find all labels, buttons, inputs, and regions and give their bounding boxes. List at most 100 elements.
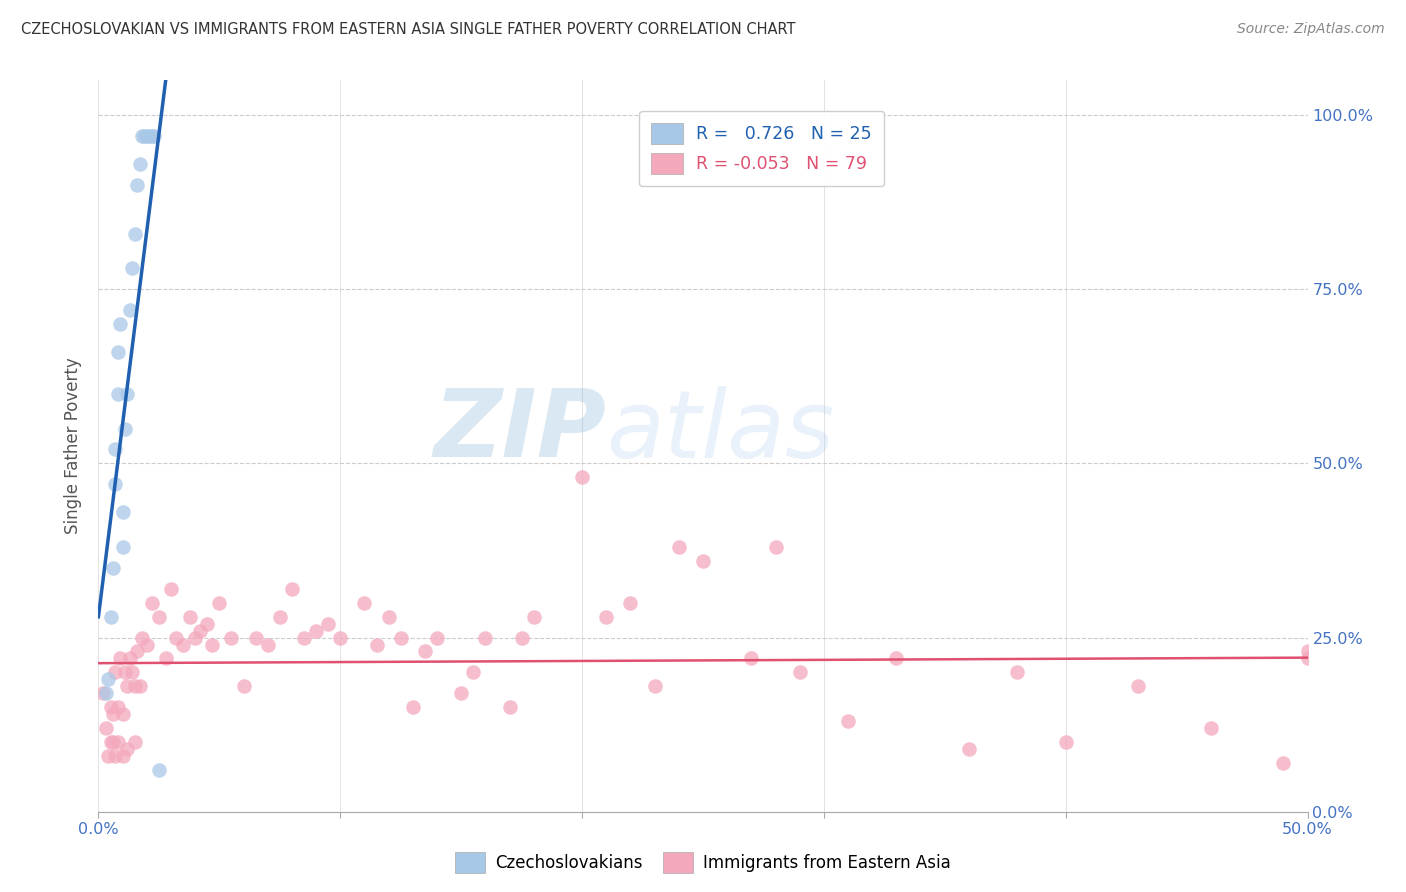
Point: [740, 651, 762, 665]
Point: [463, 665, 485, 680]
Point: [101, 561, 124, 575]
Point: [155, 651, 177, 665]
Point: [957, 742, 980, 756]
Point: [108, 317, 131, 331]
Point: [127, 178, 149, 192]
Point: [366, 638, 388, 652]
Point: [201, 638, 224, 652]
Point: [886, 651, 908, 665]
Point: [1199, 721, 1222, 735]
Point: [94, 721, 117, 735]
Point: [138, 128, 160, 143]
Point: [316, 616, 339, 631]
Point: [124, 735, 146, 749]
Point: [305, 624, 328, 638]
Point: [127, 644, 149, 658]
Point: [101, 707, 124, 722]
Point: [1007, 665, 1029, 680]
Text: ZIP: ZIP: [433, 385, 606, 477]
Point: [644, 679, 666, 693]
Point: [141, 128, 163, 143]
Text: Source: ZipAtlas.com: Source: ZipAtlas.com: [1237, 22, 1385, 37]
Point: [353, 596, 375, 610]
Point: [245, 631, 267, 645]
Point: [232, 679, 254, 693]
Point: [143, 128, 166, 143]
Point: [292, 631, 315, 645]
Point: [124, 227, 146, 241]
Point: [117, 679, 139, 693]
Point: [118, 651, 141, 665]
Point: [1128, 679, 1150, 693]
Point: [148, 609, 170, 624]
Point: [329, 631, 352, 645]
Point: [765, 540, 787, 554]
Point: [474, 631, 496, 645]
Point: [179, 609, 201, 624]
Point: [111, 540, 134, 554]
Point: [188, 624, 211, 638]
Point: [269, 609, 291, 624]
Point: [128, 157, 150, 171]
Point: [1296, 644, 1319, 658]
Point: [377, 609, 399, 624]
Point: [141, 596, 163, 610]
Point: [104, 442, 127, 457]
Point: [668, 540, 690, 554]
Point: [221, 631, 243, 645]
Point: [1054, 735, 1077, 749]
Point: [111, 707, 134, 722]
Point: [117, 386, 139, 401]
Point: [135, 638, 157, 652]
Point: [595, 609, 617, 624]
Point: [523, 609, 546, 624]
Text: atlas: atlas: [606, 386, 835, 477]
Point: [100, 609, 122, 624]
Point: [111, 505, 134, 519]
Point: [789, 665, 811, 680]
Point: [108, 651, 131, 665]
Point: [117, 742, 139, 756]
Point: [281, 582, 304, 596]
Point: [131, 631, 153, 645]
Point: [135, 128, 157, 143]
Y-axis label: Single Father Poverty: Single Father Poverty: [65, 358, 83, 534]
Point: [619, 596, 641, 610]
Point: [195, 616, 218, 631]
Point: [114, 421, 136, 435]
Point: [837, 714, 859, 728]
Point: [124, 679, 146, 693]
Point: [94, 686, 117, 700]
Point: [91, 686, 114, 700]
Point: [571, 470, 593, 484]
Point: [510, 631, 533, 645]
Legend: R =   0.726   N = 25, R = -0.053   N = 79: R = 0.726 N = 25, R = -0.053 N = 79: [640, 111, 884, 186]
Point: [121, 665, 143, 680]
Point: [131, 128, 153, 143]
Point: [498, 700, 520, 714]
Point: [97, 749, 120, 764]
Point: [389, 631, 412, 645]
Point: [1272, 756, 1295, 770]
Point: [100, 735, 122, 749]
Point: [118, 303, 141, 318]
Point: [114, 665, 136, 680]
Point: [256, 638, 278, 652]
Point: [101, 735, 124, 749]
Point: [134, 128, 156, 143]
Point: [184, 631, 207, 645]
Point: [165, 631, 187, 645]
Point: [100, 700, 122, 714]
Point: [426, 631, 449, 645]
Legend: Czechoslovakians, Immigrants from Eastern Asia: Czechoslovakians, Immigrants from Easter…: [449, 846, 957, 880]
Point: [121, 261, 143, 276]
Point: [107, 345, 129, 359]
Point: [97, 673, 120, 687]
Point: [172, 638, 194, 652]
Point: [692, 554, 714, 568]
Text: CZECHOSLOVAKIAN VS IMMIGRANTS FROM EASTERN ASIA SINGLE FATHER POVERTY CORRELATIO: CZECHOSLOVAKIAN VS IMMIGRANTS FROM EASTE…: [21, 22, 796, 37]
Point: [107, 700, 129, 714]
Point: [104, 749, 127, 764]
Point: [1296, 651, 1319, 665]
Point: [104, 665, 127, 680]
